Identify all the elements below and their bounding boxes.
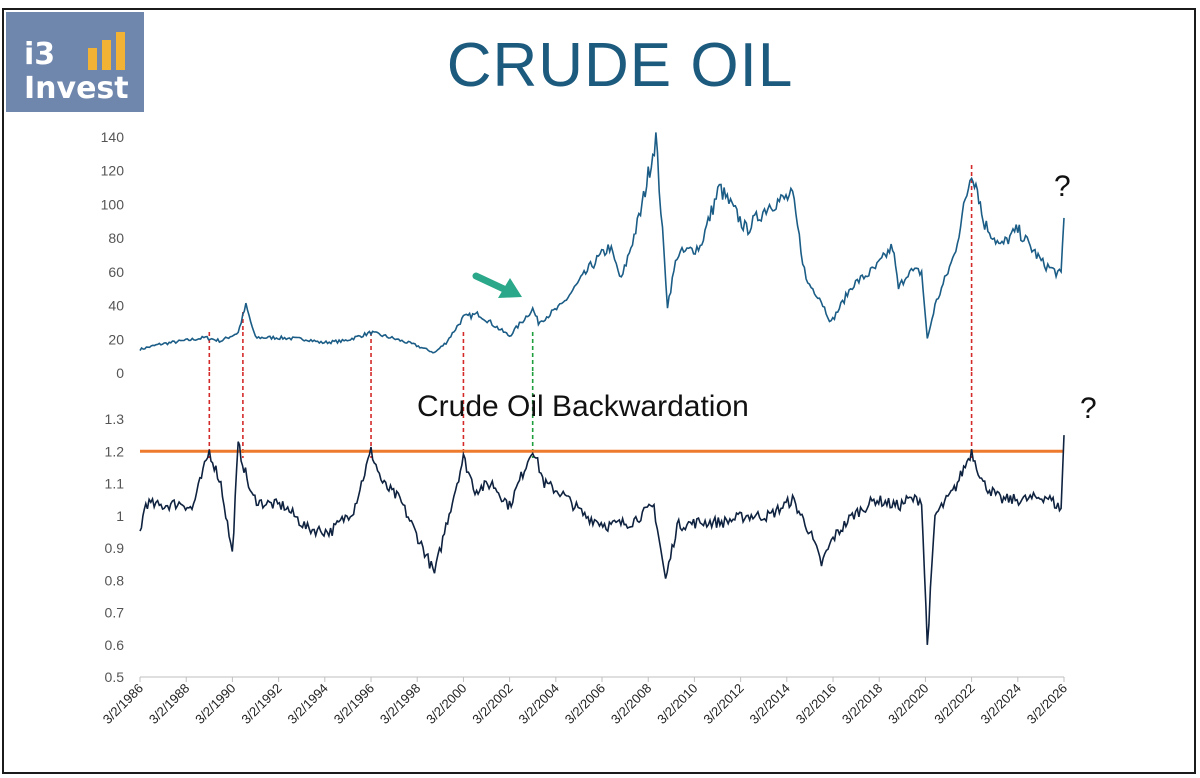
arrow-icon	[472, 272, 522, 298]
x-tick-label: 3/2/1986	[100, 681, 146, 727]
brand-logo: i3 Invest	[6, 12, 144, 112]
backwardation-tick-label: 1.1	[105, 476, 125, 492]
x-tick-label: 3/2/2000	[423, 681, 469, 727]
x-tick-label: 3/2/2008	[608, 681, 654, 727]
x-tick-label: 3/2/2016	[793, 681, 839, 727]
brand-line2: Invest	[24, 71, 129, 106]
price-tick-label: 80	[108, 230, 124, 246]
question-mark-backwardation: ?	[1080, 392, 1097, 425]
x-tick-label: 3/2/2012	[700, 681, 746, 727]
x-tick-label: 3/2/2014	[747, 681, 793, 727]
date-x-axis: 3/2/1986 3/2/1988 3/2/1990 3/2/1992 3/2/1994…	[100, 676, 1070, 727]
page-title: CRUDE OIL	[446, 31, 794, 100]
backwardation-tick-label: 0.9	[105, 540, 125, 556]
x-tick-label: 3/2/2002	[469, 681, 515, 727]
price-y-axis: 0 20 40 60 80 100 120 140	[101, 129, 125, 381]
x-tick-label: 3/2/1996	[331, 681, 377, 727]
backwardation-tick-label: 0.7	[105, 605, 125, 621]
x-tick-label: 3/2/2026	[1024, 681, 1070, 727]
price-tick-label: 140	[101, 129, 125, 145]
backwardation-title: Crude Oil Backwardation	[417, 390, 749, 423]
x-tick-label: 3/2/2004	[516, 681, 562, 727]
price-tick-label: 120	[101, 163, 125, 179]
price-tick-label: 20	[108, 331, 124, 347]
x-tick-label: 3/2/1998	[377, 681, 423, 727]
x-tick-label: 3/2/1990	[192, 681, 238, 727]
brand-name: i3 Invest	[24, 38, 129, 106]
x-tick-label: 3/2/1992	[238, 681, 284, 727]
x-tick-label: 3/2/1988	[146, 681, 192, 727]
x-tick-label: 3/2/2018	[839, 681, 885, 727]
price-tick-label: 40	[108, 298, 124, 314]
event-markers	[208, 165, 973, 458]
backwardation-line	[139, 435, 1065, 645]
bar-chart-icon	[88, 30, 138, 70]
crude-oil-price-line	[139, 132, 1065, 354]
price-tick-label: 100	[101, 196, 125, 212]
backwardation-tick-label: 1.3	[105, 411, 125, 427]
x-tick-label: 3/2/1994	[285, 681, 331, 727]
x-tick-label: 3/2/2020	[885, 681, 931, 727]
x-tick-label: 3/2/2022	[931, 681, 977, 727]
x-tick-label: 3/2/2010	[654, 681, 700, 727]
backwardation-tick-label: 0.5	[105, 669, 125, 685]
price-tick-label: 0	[116, 365, 124, 381]
price-tick-label: 60	[108, 264, 124, 280]
x-tick-label: 3/2/2024	[978, 681, 1024, 727]
brand-line1: i3	[24, 37, 56, 72]
chart-frame	[2, 8, 1196, 774]
backwardation-tick-label: 1	[116, 508, 124, 524]
backwardation-tick-label: 0.8	[105, 572, 125, 588]
x-tick-label: 3/2/2006	[562, 681, 608, 727]
backwardation-y-axis: 0.5 0.6 0.7 0.8 0.9 1 1.1 1.2 1.3	[105, 411, 125, 685]
question-mark-price: ?	[1054, 170, 1071, 203]
backwardation-tick-label: 0.6	[105, 637, 125, 653]
backwardation-tick-label: 1.2	[105, 443, 125, 459]
